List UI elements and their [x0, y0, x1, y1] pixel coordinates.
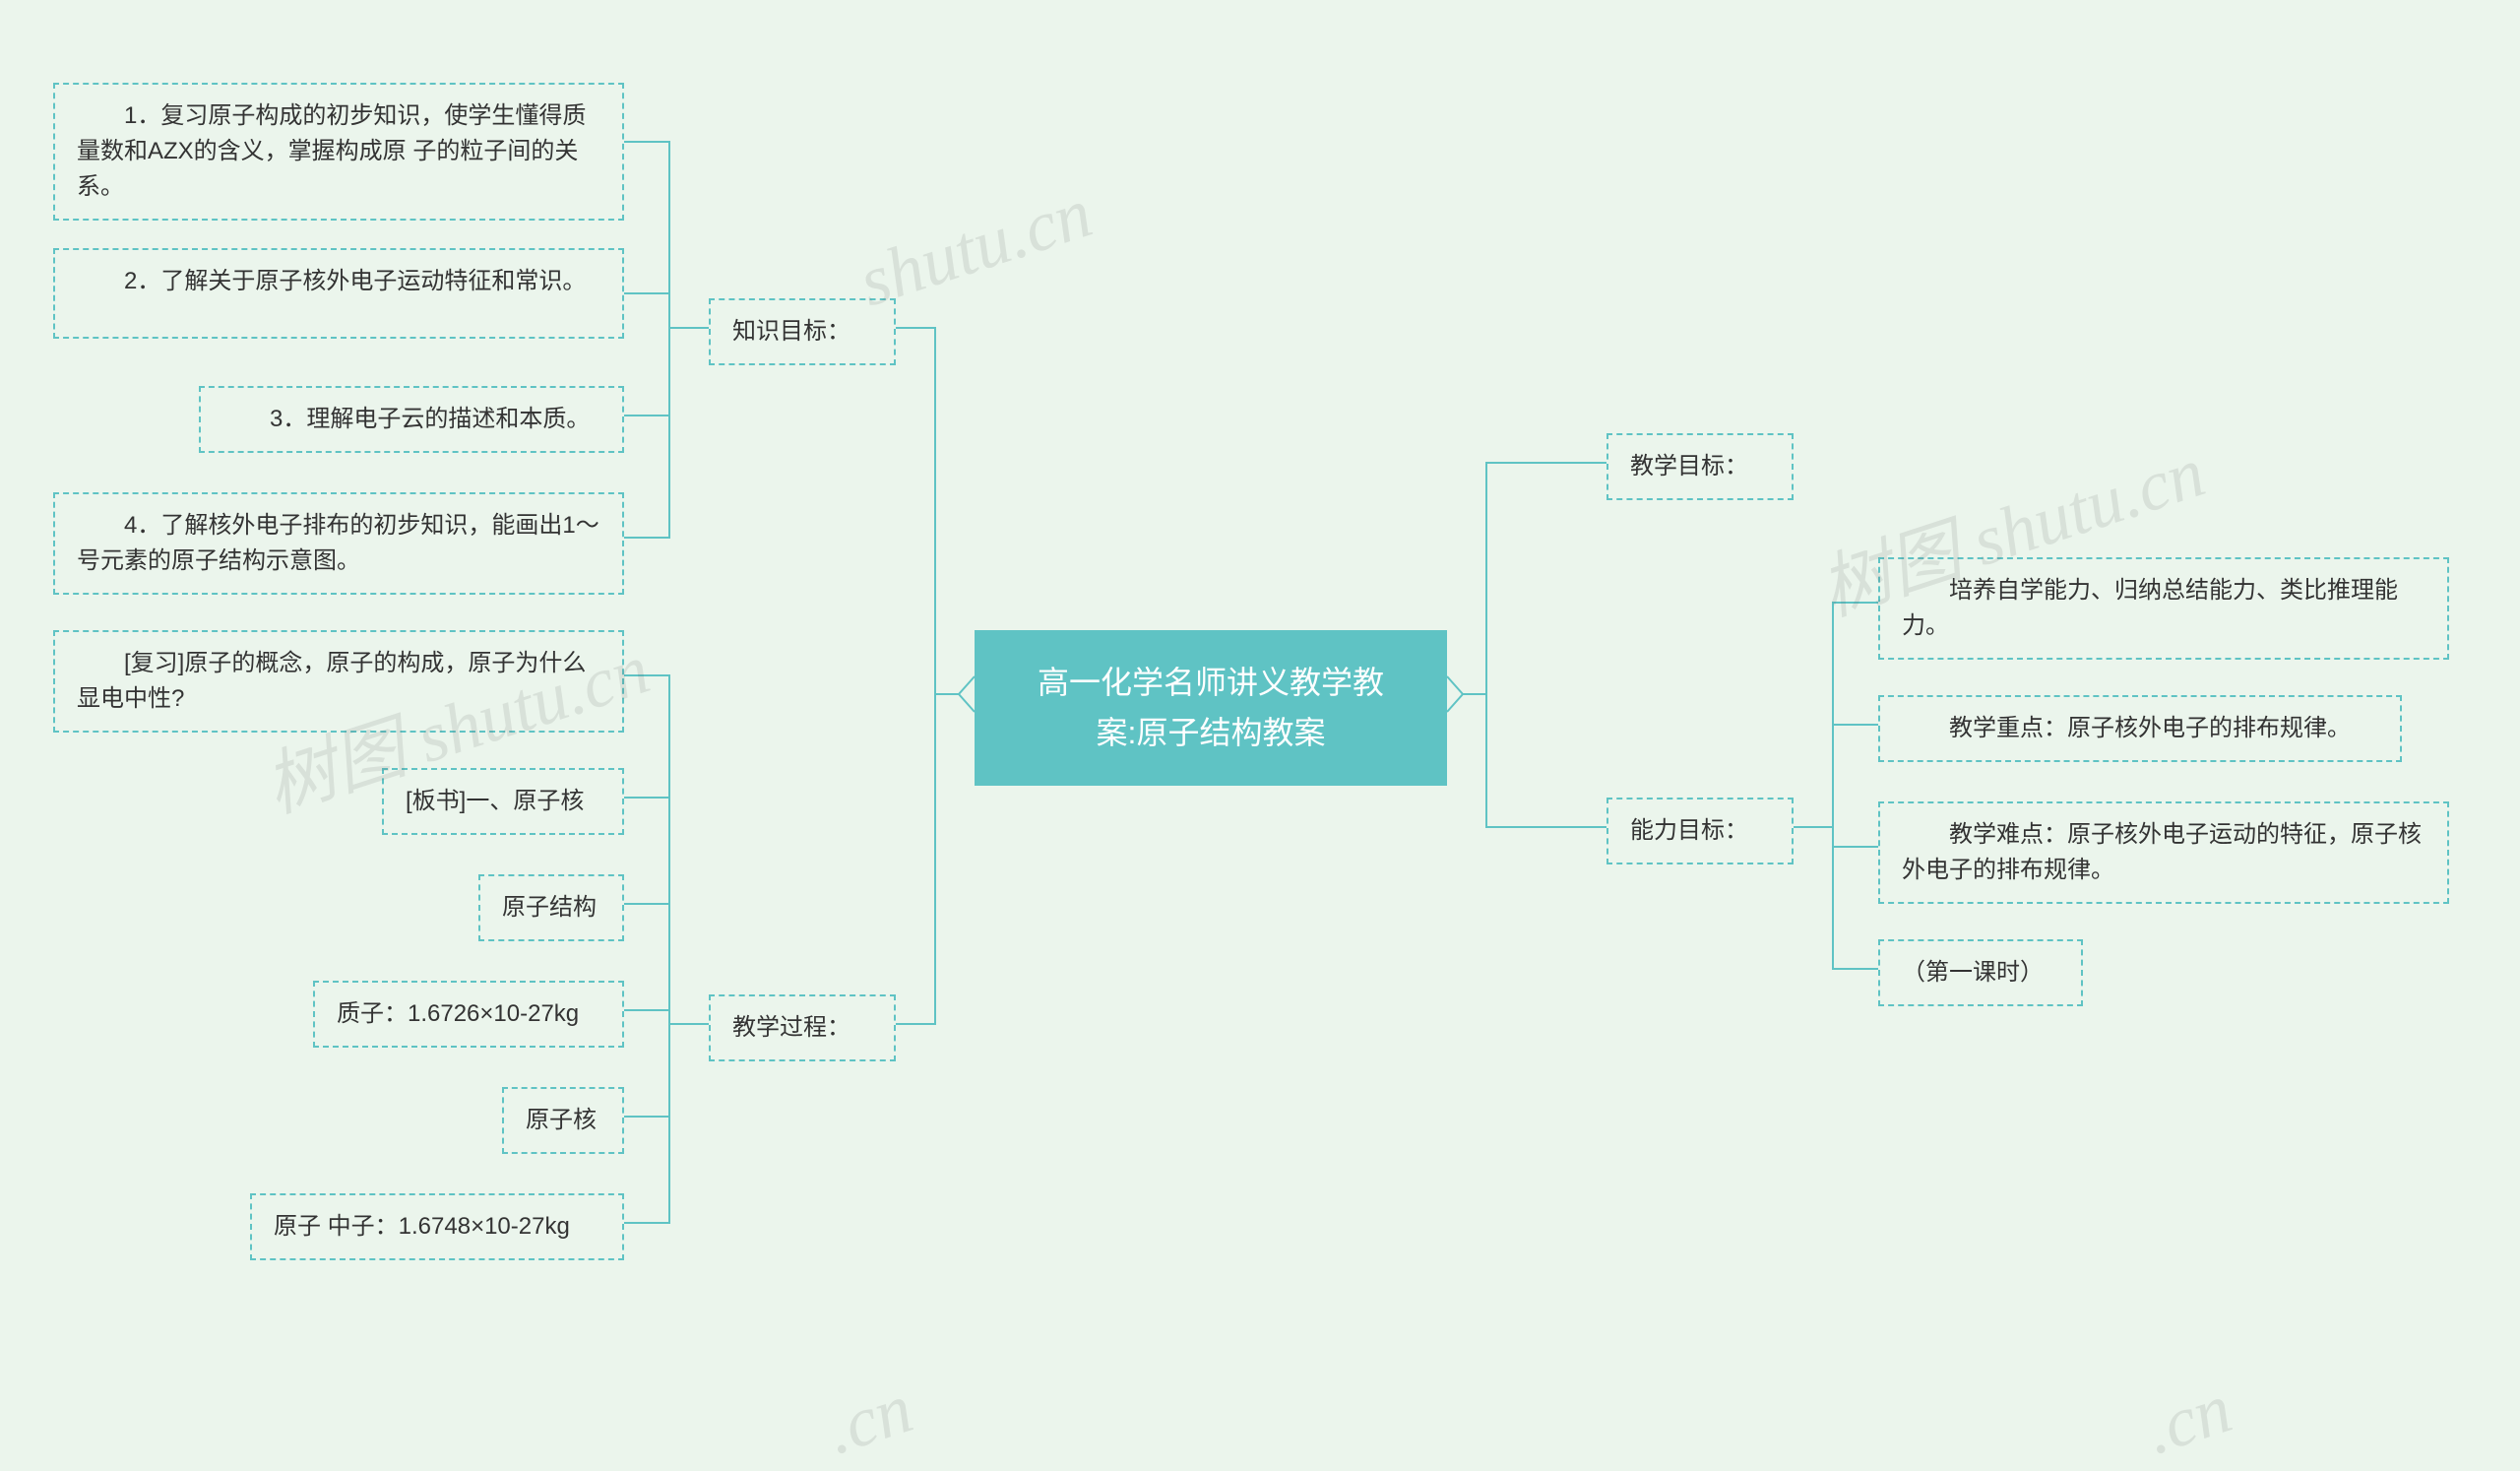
leaf-k3: 3．理解电子云的描述和本质。 [199, 386, 624, 453]
leaf-k2: 2．了解关于原子核外电子运动特征和常识。 [53, 248, 624, 339]
leaf-p1: [复习]原子的概念，原子的构成，原子为什么显电中性? [53, 630, 624, 733]
leaf-p2: [板书]一、原子核 [382, 768, 624, 835]
leaf-a4: （第一课时） [1878, 939, 2083, 1006]
watermark: .cn [2135, 1368, 2240, 1471]
leaf-a1: 培养自学能力、归纳总结能力、类比推理能力。 [1878, 557, 2449, 660]
center-node: 高一化学名师讲义教学教案:原子结构教案 [975, 630, 1447, 786]
leaf-p3: 原子结构 [478, 874, 624, 941]
branch-process: 教学过程： [709, 994, 896, 1061]
leaf-k1: 1．复习原子构成的初步知识，使学生懂得质量数和AZX的含义，掌握构成原 子的粒子… [53, 83, 624, 221]
leaf-a3: 教学难点：原子核外电子运动的特征，原子核外电子的排布规律。 [1878, 801, 2449, 904]
leaf-p6: 原子 中子：1.6748×10-27kg [250, 1193, 624, 1260]
branch-ability: 能力目标： [1606, 798, 1794, 864]
branch-knowledge: 知识目标： [709, 298, 896, 365]
watermark: .cn [816, 1368, 921, 1471]
leaf-p5: 原子核 [502, 1087, 624, 1154]
leaf-k4: 4．了解核外电子排布的初步知识，能画出1～号元素的原子结构示意图。 [53, 492, 624, 595]
branch-teachgoal: 教学目标： [1606, 433, 1794, 500]
leaf-a2: 教学重点：原子核外电子的排布规律。 [1878, 695, 2402, 762]
leaf-p4: 质子：1.6726×10-27kg [313, 981, 624, 1048]
